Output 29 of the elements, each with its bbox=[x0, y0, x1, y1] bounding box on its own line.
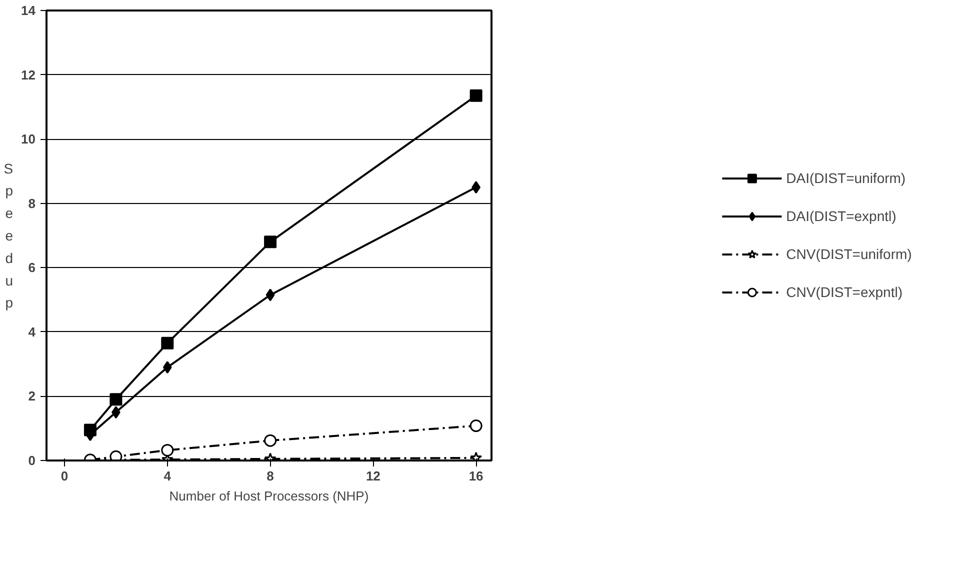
point bbox=[110, 393, 122, 406]
point bbox=[162, 361, 172, 374]
x-tick-label: 12 bbox=[366, 468, 380, 484]
x-tick-label: 16 bbox=[468, 468, 484, 484]
y-tick-label: 0 bbox=[28, 453, 36, 468]
point bbox=[264, 236, 277, 248]
point bbox=[470, 420, 482, 432]
x-tick-label: 4 bbox=[164, 468, 172, 484]
y-tick-label: 12 bbox=[21, 67, 36, 82]
legend-label: DAI(DIST=expntl) bbox=[786, 208, 896, 224]
point bbox=[470, 89, 482, 102]
y-axis-title: Speedup bbox=[4, 160, 14, 311]
y-tick-label: 6 bbox=[28, 260, 36, 276]
point bbox=[266, 288, 275, 302]
point bbox=[161, 336, 174, 350]
y-tick-label: 14 bbox=[21, 3, 36, 18]
y-tick-label: 10 bbox=[21, 132, 36, 147]
point bbox=[110, 450, 122, 460]
x-axis-title: Number of Host Processors (NHP) bbox=[169, 488, 369, 504]
y-tick-label: 8 bbox=[28, 196, 36, 211]
point bbox=[264, 434, 277, 447]
legend-label: CNV(DIST=uniform) bbox=[786, 246, 912, 262]
legend-label: DAI(DIST=uniform) bbox=[786, 170, 906, 186]
x-tick-label: 8 bbox=[266, 468, 274, 484]
y-tick-label: 2 bbox=[28, 388, 36, 404]
point bbox=[161, 444, 174, 456]
y-tick-label: 4 bbox=[28, 324, 36, 340]
legend-label: CNV(DIST=expntl) bbox=[786, 284, 902, 300]
x-tick-label: 0 bbox=[60, 468, 68, 484]
